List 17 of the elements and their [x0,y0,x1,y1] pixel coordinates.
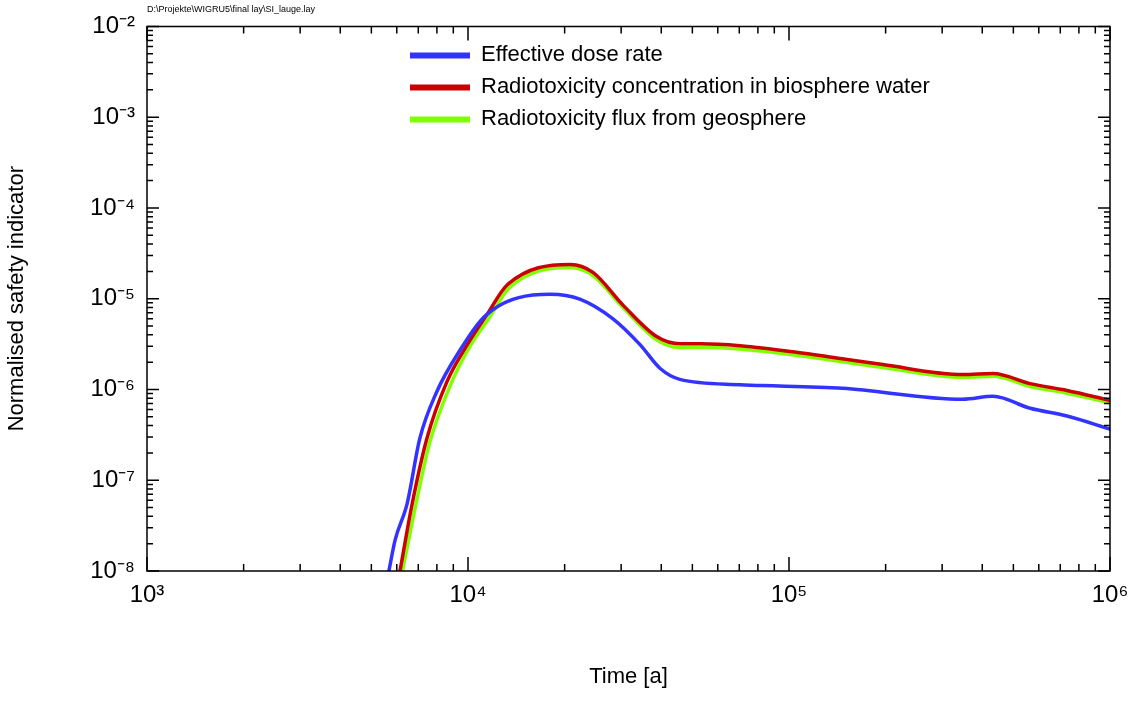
y-tick-label: 10⁻⁴ [89,192,135,220]
legend-label: Effective dose rate [481,41,663,67]
y-tick-label: 10⁻³ [92,101,136,129]
y-tick-label: 10⁻⁷ [91,464,135,492]
y-tick-label: 10⁻⁶ [90,374,135,402]
x-tick-label: 10⁵ [770,580,808,608]
legend-label: Radiotoxicity flux from geosphere [481,105,807,131]
y-tick-label: 10⁻⁵ [90,283,135,311]
y-axis-title: Normalised safety indicator [3,166,29,432]
text: D:\Projekte\WIGRU5\final lay\SI_lauge.lay [147,4,316,14]
x-tick-label: 10⁴ [449,580,487,608]
x-axis-title: Time [a] [589,662,668,688]
legend-label: Radiotoxicity concentration in biosphere water [481,73,930,99]
x-tick-label: 10⁶ [1091,580,1129,608]
x-tick-label: 10³ [129,580,165,608]
y-tick-label: 10⁻⁸ [90,555,135,583]
y-tick-label: 10⁻² [92,11,136,39]
